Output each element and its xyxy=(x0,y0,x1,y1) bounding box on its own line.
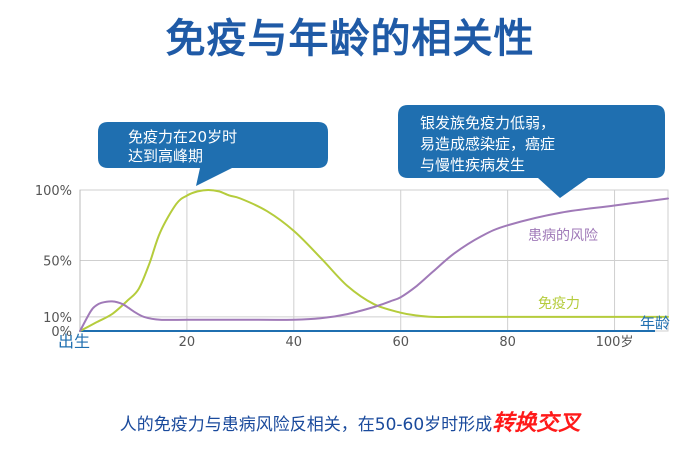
x-tick-label: 20 xyxy=(179,335,196,350)
callout-right-bubble xyxy=(398,105,665,198)
callout-right: 银发族免疫力低弱， 易造成感染症，癌症 与慢性疾病发生 xyxy=(398,105,665,198)
bottom-caption: 人的免疫力与患病风险反相关，在50-60岁时形成转换交叉 xyxy=(0,405,700,437)
series-line-immunity xyxy=(79,189,669,332)
series-label-risk: 患病的风险 xyxy=(528,228,598,244)
callout-left-bubble xyxy=(98,122,328,186)
y-tick-label: 0% xyxy=(51,325,72,340)
callout-right-line-1: 银发族免疫力低弱， xyxy=(420,114,555,132)
y-tick-label: 50% xyxy=(43,255,72,270)
chart-series xyxy=(79,189,669,332)
callout-left-line-2: 达到高峰期 xyxy=(128,147,203,165)
x-axis-end-label: 年龄 xyxy=(640,314,670,332)
x-tick-label: 100岁 xyxy=(596,335,634,350)
y-tick-label: 10% xyxy=(43,311,72,326)
x-tick-label: 60 xyxy=(392,335,409,350)
callout-right-line-3: 与慢性疾病发生 xyxy=(420,156,525,174)
caption-emphasis: 转换交叉 xyxy=(492,411,581,436)
chart-axes xyxy=(79,190,655,332)
series-label-immunity: 免疫力 xyxy=(538,296,580,312)
page-title: 免疫与年龄的相关性 xyxy=(165,16,535,62)
callout-right-line-2: 易造成感染症，癌症 xyxy=(420,135,555,153)
x-tick-label: 出生 xyxy=(58,332,90,351)
caption-main: 人的免疫力与患病风险反相关，在50-60岁时形成 xyxy=(119,415,493,435)
series-line-risk xyxy=(79,197,669,332)
y-tick-label: 100% xyxy=(35,184,72,199)
x-tick-label: 40 xyxy=(286,335,303,350)
x-tick-label: 80 xyxy=(499,335,516,350)
callout-left-line-1: 免疫力在20岁时 xyxy=(128,128,237,146)
callout-left: 免疫力在20岁时 达到高峰期 xyxy=(98,122,328,186)
